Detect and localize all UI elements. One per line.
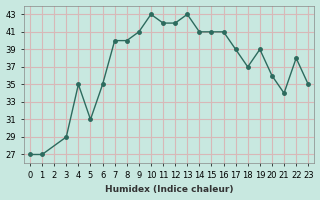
X-axis label: Humidex (Indice chaleur): Humidex (Indice chaleur)	[105, 185, 233, 194]
